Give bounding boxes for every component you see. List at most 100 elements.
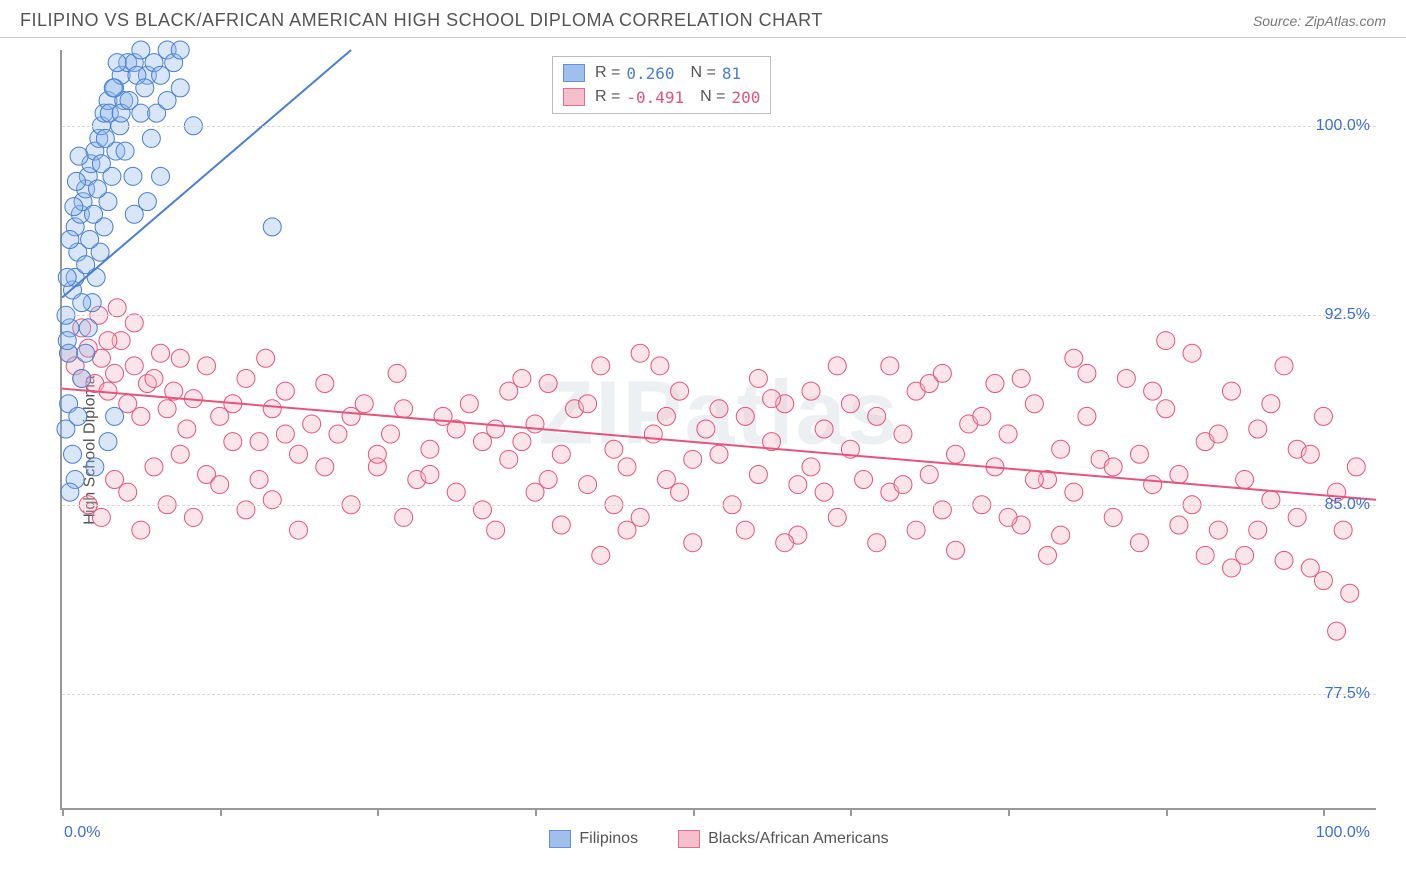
- data-point: [1209, 521, 1227, 539]
- data-point: [1328, 622, 1346, 640]
- data-point: [684, 534, 702, 552]
- gridline-h: [62, 505, 1376, 506]
- data-point: [145, 369, 163, 387]
- data-point: [618, 521, 636, 539]
- data-point: [290, 445, 308, 463]
- data-point: [211, 476, 229, 494]
- data-point: [1183, 344, 1201, 362]
- data-point: [171, 349, 189, 367]
- data-point: [171, 445, 189, 463]
- data-point: [605, 440, 623, 458]
- data-point: [395, 508, 413, 526]
- r-value-blacks: -0.491: [626, 88, 684, 107]
- data-point: [106, 407, 124, 425]
- data-point: [789, 476, 807, 494]
- r-label: R =: [595, 88, 620, 106]
- data-point: [1222, 559, 1240, 577]
- data-point: [736, 521, 754, 539]
- data-point: [1117, 369, 1135, 387]
- source-label: Source: ZipAtlas.com: [1253, 13, 1386, 29]
- data-point: [828, 508, 846, 526]
- data-point: [108, 299, 126, 317]
- data-point: [178, 420, 196, 438]
- n-label: N =: [700, 88, 725, 106]
- data-point: [61, 483, 79, 501]
- data-point: [263, 491, 281, 509]
- data-point: [1334, 521, 1352, 539]
- data-point: [894, 476, 912, 494]
- data-point: [88, 180, 106, 198]
- data-point: [152, 167, 170, 185]
- data-point: [132, 521, 150, 539]
- data-point: [881, 357, 899, 375]
- data-point: [86, 458, 104, 476]
- data-point: [1314, 407, 1332, 425]
- data-point: [1052, 440, 1070, 458]
- x-tick: [693, 808, 695, 816]
- data-point: [657, 471, 675, 489]
- data-point: [1314, 572, 1332, 590]
- data-point: [736, 407, 754, 425]
- n-label: N =: [691, 64, 716, 82]
- data-point: [657, 407, 675, 425]
- y-tick-label: 92.5%: [1325, 306, 1370, 324]
- r-label: R =: [595, 64, 620, 82]
- data-point: [1130, 534, 1148, 552]
- data-point: [1104, 508, 1122, 526]
- data-point: [237, 369, 255, 387]
- data-point: [152, 344, 170, 362]
- data-point: [1262, 395, 1280, 413]
- data-point: [684, 450, 702, 468]
- data-point: [58, 268, 76, 286]
- legend-label-blacks: Blacks/African Americans: [708, 830, 889, 848]
- data-point: [526, 415, 544, 433]
- data-point: [1262, 491, 1280, 509]
- data-point: [99, 433, 117, 451]
- data-point: [106, 364, 124, 382]
- data-point: [986, 375, 1004, 393]
- data-point: [651, 357, 669, 375]
- data-point: [263, 218, 281, 236]
- data-point: [85, 205, 103, 223]
- data-point: [108, 54, 126, 72]
- data-point: [999, 425, 1017, 443]
- data-point: [303, 415, 321, 433]
- data-point: [368, 445, 386, 463]
- data-point: [1236, 471, 1254, 489]
- data-point: [198, 357, 216, 375]
- data-point: [526, 483, 544, 501]
- data-point: [421, 440, 439, 458]
- data-point: [125, 314, 143, 332]
- data-point: [73, 369, 91, 387]
- data-point: [1347, 458, 1365, 476]
- data-point: [749, 369, 767, 387]
- data-point: [1222, 382, 1240, 400]
- data-point: [92, 508, 110, 526]
- data-point: [263, 400, 281, 418]
- data-point: [500, 450, 518, 468]
- data-point: [947, 445, 965, 463]
- x-tick: [1008, 808, 1010, 816]
- data-point: [579, 476, 597, 494]
- data-point: [58, 332, 76, 350]
- data-point: [1170, 465, 1188, 483]
- data-point: [802, 458, 820, 476]
- data-point: [1170, 516, 1188, 534]
- swatch-blacks-icon: [678, 830, 700, 848]
- data-point: [64, 445, 82, 463]
- x-tick: [220, 808, 222, 816]
- data-point: [1209, 425, 1227, 443]
- data-point: [592, 357, 610, 375]
- data-point: [132, 407, 150, 425]
- data-point: [539, 375, 557, 393]
- swatch-blacks-icon: [563, 88, 585, 106]
- data-point: [933, 364, 951, 382]
- data-point: [1078, 364, 1096, 382]
- data-point: [1288, 508, 1306, 526]
- data-point: [855, 471, 873, 489]
- data-point: [73, 294, 91, 312]
- data-point: [841, 395, 859, 413]
- r-value-filipinos: 0.260: [626, 64, 674, 83]
- data-point: [92, 349, 110, 367]
- data-point: [257, 349, 275, 367]
